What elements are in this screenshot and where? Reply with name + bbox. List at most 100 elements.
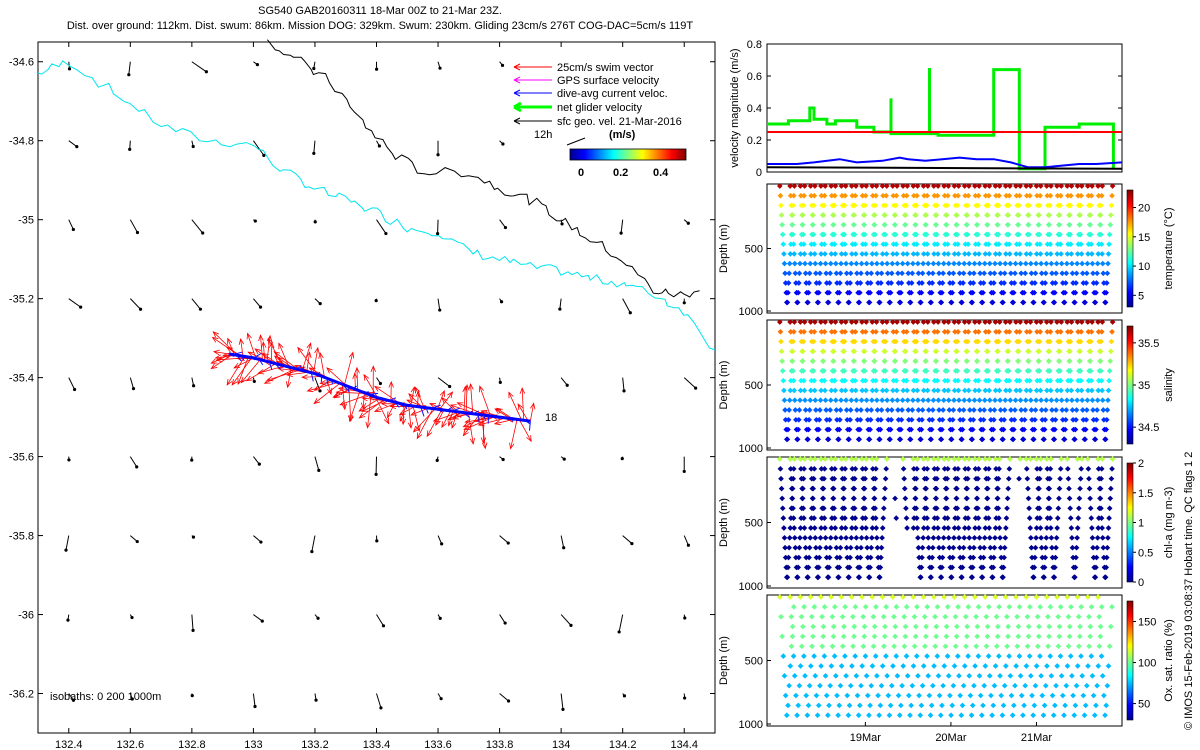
profile-sample: [992, 525, 999, 531]
profile-sample: [817, 260, 824, 267]
profile-sample: [919, 544, 926, 551]
swim-vector: [358, 397, 381, 412]
profile-sample: [828, 183, 834, 189]
profile-sample: [953, 221, 960, 228]
profile-sample: [910, 387, 917, 394]
profile-sample: [790, 377, 797, 384]
profile-sample: [838, 525, 845, 531]
profile-sample: [1057, 328, 1064, 335]
profile-sample: [993, 192, 999, 199]
profile-sample: [872, 515, 879, 521]
profile-sample: [913, 241, 920, 248]
profile-sample: [1100, 270, 1107, 277]
profile-sample: [921, 466, 927, 472]
map-xtick-label: 134.4: [670, 739, 698, 750]
profile-sample: [1078, 377, 1084, 384]
profile-sample: [979, 574, 986, 581]
profile-sample: [1089, 387, 1095, 394]
profile-sample: [847, 554, 853, 561]
swim-vector-head: [267, 337, 274, 345]
profile-sample: [993, 202, 1000, 209]
profile-sample: [781, 260, 788, 267]
swim-vector-head: [441, 421, 447, 429]
profile-sample: [847, 407, 854, 413]
profile-sample: [1074, 319, 1081, 325]
profile-sample: [890, 387, 896, 394]
profile-sample: [1064, 260, 1070, 267]
swim-vector-head: [439, 389, 445, 397]
profile-sample: [1029, 416, 1035, 423]
profile-sample: [940, 407, 946, 413]
profile-sample: [787, 456, 793, 462]
profile-sample: [873, 328, 879, 335]
profile-sample: [956, 407, 963, 413]
profile-sample: [874, 260, 880, 267]
profile-sample: [987, 407, 994, 413]
profile-sample: [860, 212, 867, 218]
profile-sample: [828, 328, 835, 335]
profile-sample: [970, 280, 977, 286]
profile-sample: [960, 270, 967, 277]
profile-sample: [928, 436, 934, 443]
profile-sample: [853, 260, 860, 267]
profile-sample: [846, 564, 853, 571]
profile-sample: [1047, 241, 1054, 248]
swim-vector-head: [406, 399, 414, 405]
profile-sample: [936, 416, 943, 423]
profile-sample: [817, 544, 823, 551]
geo-vector-head: [384, 231, 388, 236]
profile-sample: [918, 299, 924, 306]
profile-sample: [835, 574, 842, 581]
profile-sample: [861, 358, 868, 364]
profile-sample: [996, 387, 1003, 394]
profile-sample: [1026, 377, 1033, 384]
profile-sample: [996, 466, 1002, 472]
profile-sample: [890, 251, 896, 257]
profile-sample: [1088, 377, 1095, 384]
profile-sample: [960, 544, 967, 551]
swim-vector-head: [469, 437, 476, 445]
profile-sample: [930, 544, 936, 551]
swim-vector: [508, 392, 522, 421]
profile-sample: [936, 280, 943, 286]
profile-sample: [781, 397, 788, 404]
profile-sample: [869, 525, 876, 531]
profile-sample: [893, 251, 900, 257]
profile-sample: [1087, 231, 1094, 238]
profile-sample: [914, 525, 921, 531]
profile-sample: [827, 407, 834, 413]
profile-sample: [849, 192, 856, 199]
swim-vector: [349, 390, 361, 422]
profile-sample: [858, 397, 865, 404]
profile-sample: [966, 456, 972, 462]
profile-sample: [777, 466, 784, 472]
current-vector: [493, 415, 500, 420]
profile-sample: [1098, 328, 1105, 335]
profile-sample: [920, 319, 927, 325]
profile-sample: [1026, 368, 1032, 374]
current-vector: [316, 371, 321, 375]
profile-sample: [846, 426, 853, 433]
profile-sample: [1023, 192, 1030, 199]
profile-sample: [944, 466, 951, 472]
profile-sample: [1085, 251, 1091, 257]
profile-sample: [849, 466, 856, 472]
profile-sample: [787, 466, 794, 472]
profile-sample: [912, 212, 918, 218]
swim-vector: [518, 419, 532, 442]
profile-sample: [982, 466, 989, 472]
swim-vector: [435, 409, 445, 426]
map-xtick-label: 132.8: [178, 739, 206, 750]
profile-sample: [832, 260, 839, 267]
swim-vector: [313, 347, 319, 374]
profile-sample: [981, 260, 988, 267]
profile-sample: [924, 319, 931, 325]
profile-sample: [891, 202, 897, 209]
profile-sample: [880, 515, 887, 521]
profile-sample: [971, 260, 978, 267]
profile-sample: [863, 535, 870, 541]
profile-sample: [965, 192, 972, 199]
swim-vector-head: [454, 412, 462, 418]
profile-sample: [791, 319, 798, 325]
profile-sample: [1109, 183, 1116, 189]
